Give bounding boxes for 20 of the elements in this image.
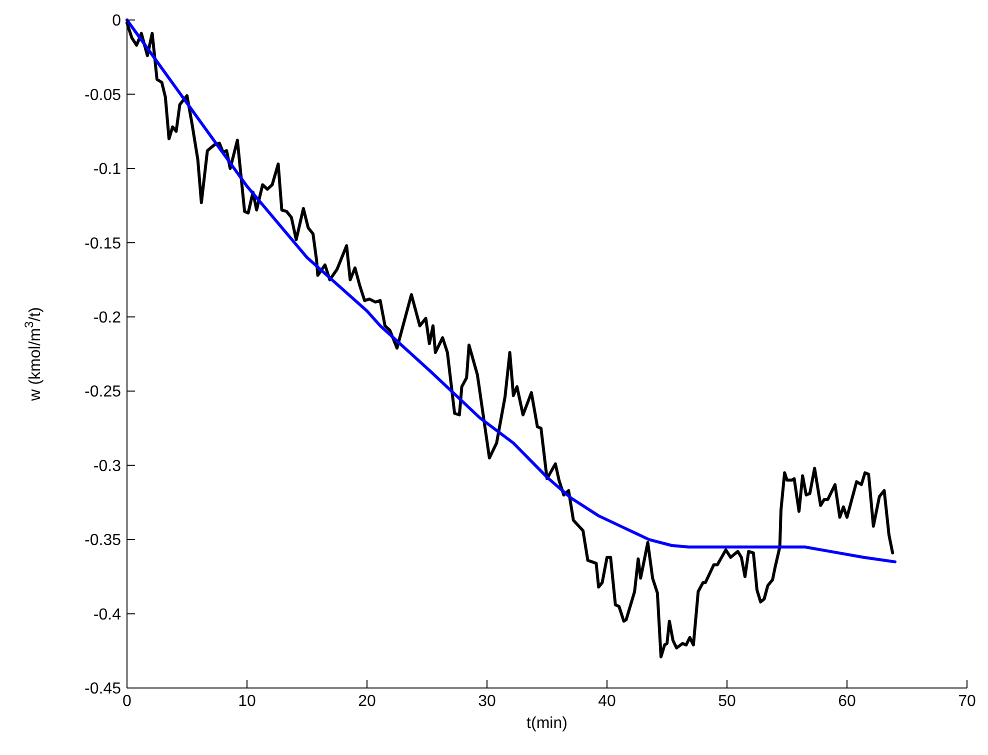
- y-tick-label: -0.2: [93, 309, 122, 326]
- y-tick-label: -0.05: [84, 86, 122, 104]
- x-tick-label: 0: [122, 693, 132, 710]
- x-tick-label: 50: [718, 693, 736, 710]
- y-tick-label: -0.4: [93, 606, 122, 624]
- x-tick-label: 10: [238, 693, 256, 710]
- x-tick-label: 60: [838, 693, 856, 710]
- y-tick-label: -0.45: [84, 680, 122, 698]
- y-tick-label: -0.25: [84, 384, 122, 401]
- x-axis-title: t(min): [526, 715, 568, 732]
- y-tick-label: -0.3: [93, 458, 122, 475]
- x-tick-label: 20: [358, 693, 376, 710]
- x-tick-label: 30: [478, 693, 496, 710]
- x-tick-label: 40: [598, 693, 616, 710]
- y-tick-label: -0.15: [84, 235, 122, 252]
- y-tick-label: -0.35: [84, 532, 122, 550]
- y-tick-label: 0: [112, 12, 122, 30]
- x-tick-label: 70: [958, 693, 976, 710]
- y-tick-label: -0.1: [93, 161, 122, 178]
- line-series: [126, 18, 896, 564]
